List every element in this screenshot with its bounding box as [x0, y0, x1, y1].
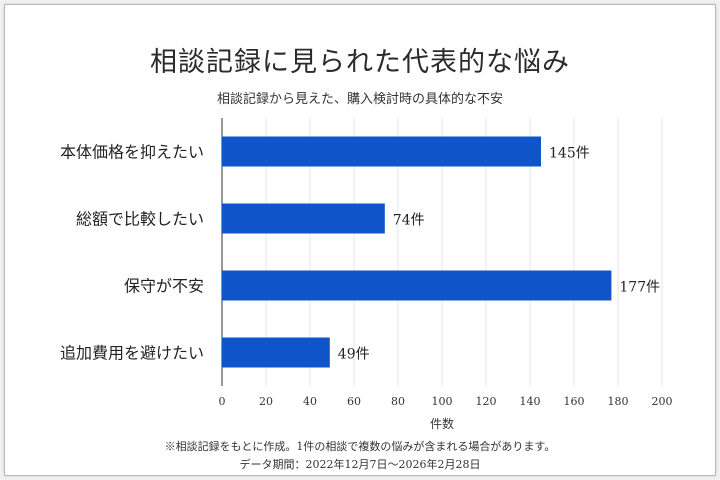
bar [222, 337, 330, 368]
x-tick-label: 40 [303, 395, 317, 408]
bar-value-label: 145件 [549, 146, 590, 162]
x-tick-label: 20 [259, 395, 273, 408]
x-tick-label: 60 [347, 395, 361, 408]
bar [222, 270, 612, 301]
bar [222, 136, 541, 167]
category-label: 本体価格を抑えたい [60, 143, 204, 162]
category-label: 総額で比較したい [76, 210, 204, 229]
x-tick-label: 120 [476, 395, 497, 408]
category-label: 追加費用を避けたい [60, 344, 204, 363]
category-label: 保守が不安 [124, 277, 204, 296]
chart-footnote: ※相談記録をもとに作成。1件の相談で複数の悩みが含まれる場合があります。 [164, 440, 556, 453]
x-axis-title: 件数 [430, 416, 454, 431]
bar-value-label: 49件 [338, 347, 370, 363]
x-tick-label: 140 [520, 395, 541, 408]
bar-value-label: 177件 [619, 280, 660, 296]
chart-frame [4, 4, 716, 476]
chart-subtitle: 相談記録から見えた、購入検討時の具体的な不安 [216, 92, 503, 107]
x-tick-label: 160 [564, 395, 585, 408]
chart-title: 相談記録に見られた代表的な悩み [150, 47, 570, 78]
bar-value-label: 74件 [393, 213, 425, 229]
x-tick-label: 0 [219, 395, 226, 408]
data-period: データ期間：2022年12月7日〜2026年2月28日 [239, 458, 481, 471]
x-tick-label: 80 [391, 395, 405, 408]
x-tick-label: 200 [652, 395, 673, 408]
x-tick-label: 180 [608, 395, 629, 408]
bar [222, 203, 385, 234]
x-tick-label: 100 [432, 395, 453, 408]
